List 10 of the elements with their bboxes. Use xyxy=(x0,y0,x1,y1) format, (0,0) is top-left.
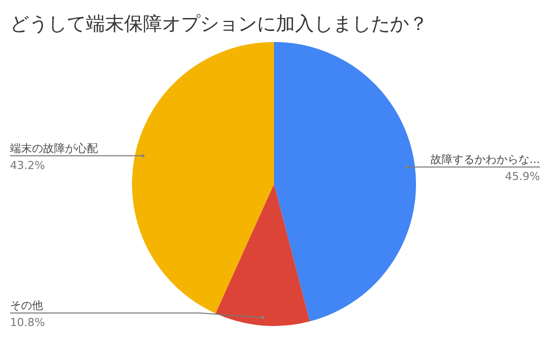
pie-slice xyxy=(216,184,310,326)
pie-slice xyxy=(132,42,274,314)
slice-label: その他 xyxy=(10,299,43,312)
slice-label: 故障するかわからな... xyxy=(430,152,540,166)
pie-slice xyxy=(274,42,416,322)
chart-title: どうして端末保障オプションに加入しましたか？ xyxy=(10,13,428,35)
data-label: 43.2% xyxy=(10,158,45,172)
data-label: 45.9% xyxy=(505,170,540,183)
data-label: 10.8% xyxy=(10,316,45,329)
slice-label: 端末の故障が心配 xyxy=(10,142,98,155)
